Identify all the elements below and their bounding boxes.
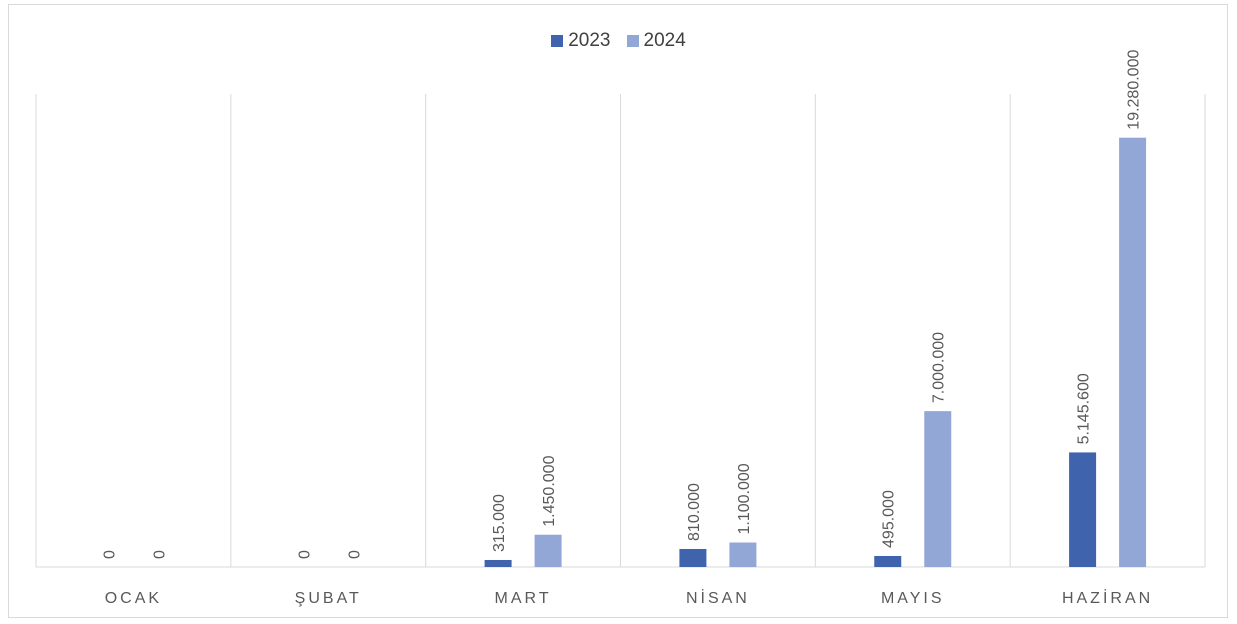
- data-label-2023-6: 5.145.600: [1076, 373, 1093, 444]
- bar-2024-5: [924, 411, 952, 567]
- data-label-2024-5: 7.000.000: [931, 332, 948, 403]
- category-label-1: OCAK: [105, 590, 162, 607]
- data-label-2023-1: 0: [101, 550, 118, 559]
- legend-item-2024: 2024: [626, 30, 686, 52]
- chart-frame: [8, 4, 1228, 618]
- bar-2024-3: [534, 534, 562, 567]
- legend-swatch-2024: [626, 35, 639, 47]
- data-label-2024-1: 0: [151, 550, 168, 559]
- data-label-2023-5: 495.000: [881, 490, 898, 548]
- data-label-2024-2: 0: [346, 550, 363, 559]
- data-label-2023-2: 0: [296, 550, 313, 559]
- legend-swatch-2023: [551, 35, 564, 47]
- data-label-2024-4: 1.100.000: [736, 463, 753, 534]
- category-label-3: MART: [495, 590, 552, 607]
- category-label-5: MAYIS: [881, 590, 945, 607]
- bar-2023-6: [1069, 452, 1097, 567]
- legend-label-2023: 2023: [568, 30, 611, 51]
- chart-legend: 2023 2024: [0, 30, 1237, 52]
- data-label-2023-3: 315.000: [491, 494, 508, 552]
- bar-2023-5: [874, 555, 902, 567]
- legend-item-2023: 2023: [551, 30, 611, 52]
- bar-2023-4: [679, 548, 707, 567]
- data-label-2024-6: 19.280.000: [1126, 50, 1143, 130]
- data-label-2024-3: 1.450.000: [541, 455, 558, 526]
- legend-label-2024: 2024: [643, 30, 686, 51]
- category-label-4: NİSAN: [686, 588, 750, 607]
- bar-2023-3: [484, 559, 512, 567]
- bar-2024-6: [1119, 137, 1147, 567]
- bar-2024-4: [729, 542, 757, 567]
- category-label-2: ŞUBAT: [295, 590, 362, 607]
- category-label-6: HAZİRAN: [1062, 588, 1153, 607]
- data-label-2023-4: 810.000: [686, 483, 703, 541]
